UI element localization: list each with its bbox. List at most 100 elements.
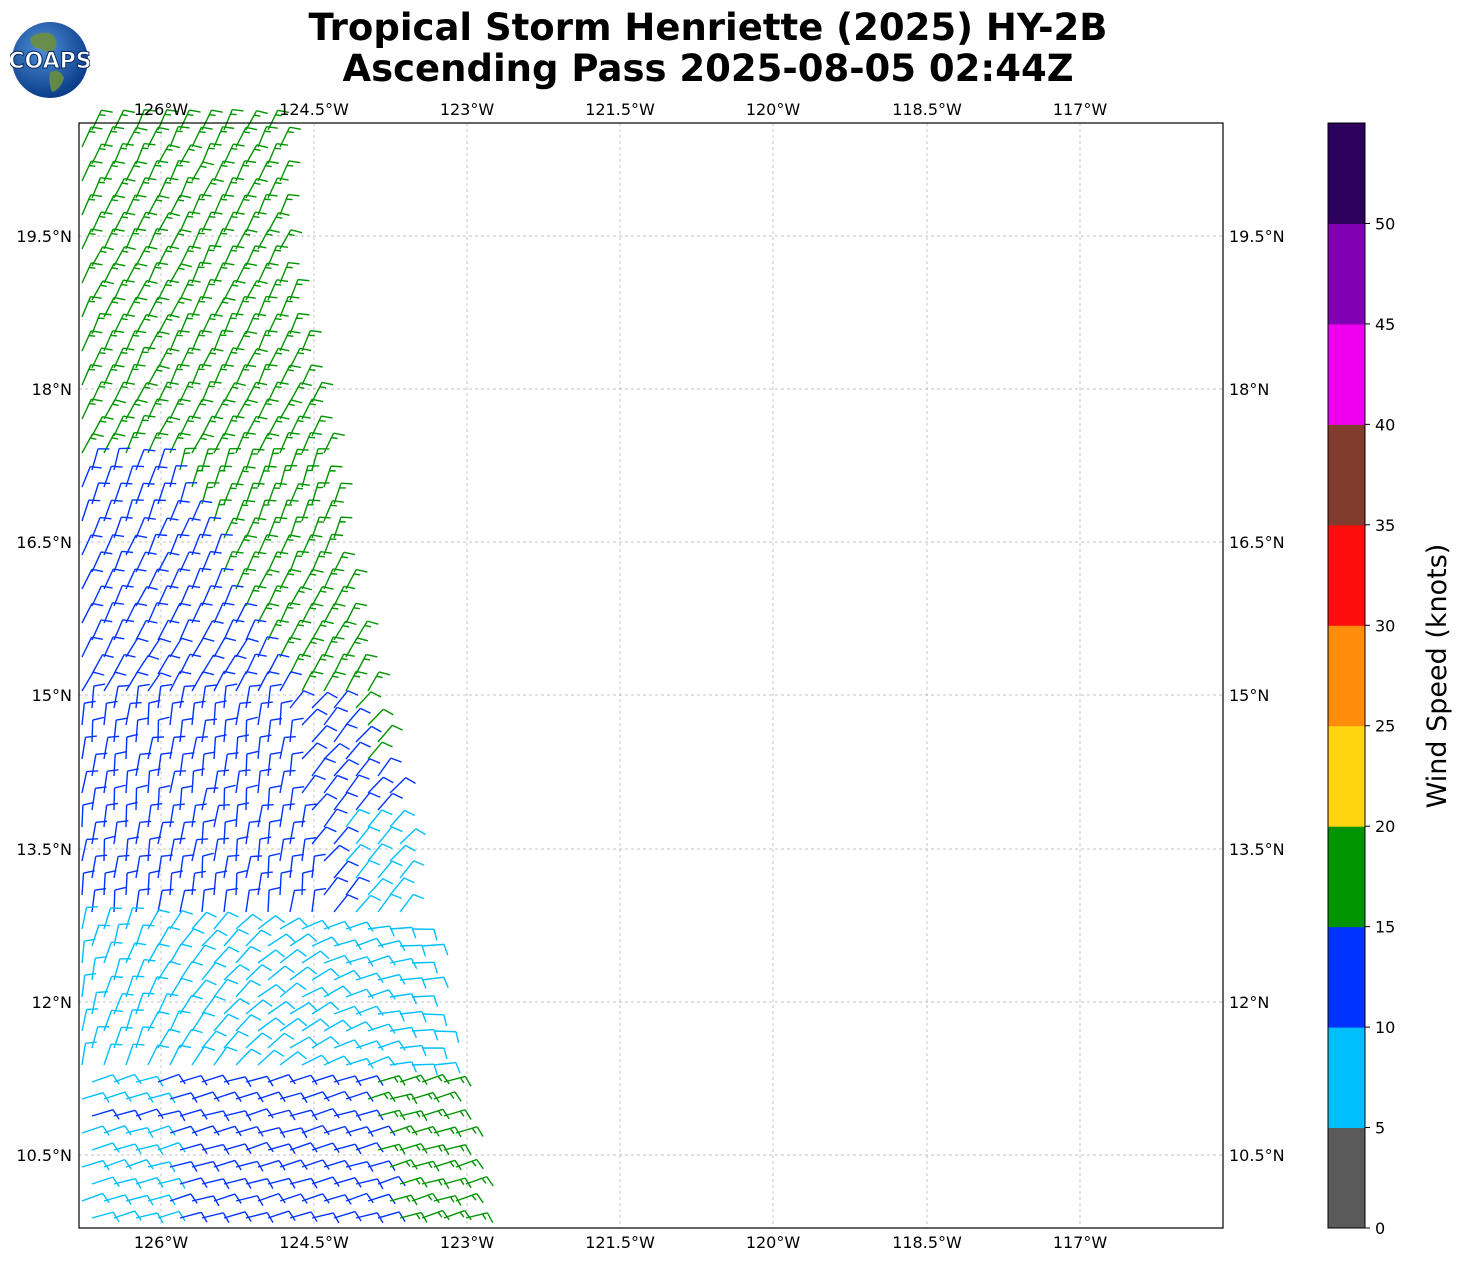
wind-barb — [201, 995, 216, 1015]
wind-barb — [411, 1192, 433, 1202]
wind-barb — [443, 1143, 466, 1151]
wind-barb — [267, 654, 279, 675]
wind-barb — [157, 1028, 170, 1049]
wind-barb — [333, 1177, 356, 1185]
wind-barb — [113, 1073, 135, 1083]
wind-barb — [91, 924, 100, 947]
wind-barb — [125, 975, 134, 998]
wind-barb — [191, 944, 206, 964]
wind-barb — [169, 568, 180, 590]
wind-barb — [81, 499, 90, 522]
wind-barb — [81, 330, 92, 352]
wind-barb — [223, 619, 234, 641]
wind-barb — [235, 805, 239, 828]
colorbar-segment — [1328, 1027, 1365, 1129]
wind-barb — [213, 737, 217, 760]
wind-barb — [125, 297, 137, 318]
wind-barb — [169, 1010, 180, 1032]
wind-barb — [245, 178, 258, 199]
wind-barb — [103, 942, 112, 964]
wind-barb — [191, 805, 197, 828]
colorbar-tick: 30 — [1375, 616, 1395, 635]
wind-barb — [213, 1091, 236, 1100]
wind-barb — [169, 195, 181, 216]
wind-barb — [311, 1035, 332, 1049]
wind-barb — [389, 877, 405, 896]
wind-barb — [367, 741, 383, 760]
wind-barb — [169, 805, 175, 828]
wind-barb — [421, 976, 444, 981]
wind-barb — [213, 465, 222, 488]
wind-barb — [103, 872, 106, 896]
wind-barb — [147, 297, 159, 318]
logo-text: COAPS — [10, 49, 90, 74]
wind-barb — [157, 348, 169, 369]
lon-label-top: 118.5°W — [892, 100, 962, 119]
wind-barb — [91, 211, 102, 233]
wind-barb — [157, 686, 162, 709]
wind-barb — [301, 872, 304, 896]
wind-barb — [323, 603, 335, 624]
wind-barb — [245, 245, 256, 267]
wind-barb — [169, 534, 179, 556]
wind-barb — [333, 826, 349, 845]
wind-barb — [191, 399, 203, 420]
wind-barb — [235, 913, 253, 930]
wind-barb — [235, 838, 239, 862]
lat-label-right: 10.5°N — [1229, 1146, 1285, 1165]
wind-barb — [169, 263, 182, 284]
wind-barb — [235, 872, 238, 896]
lon-label-top: 120°W — [746, 100, 801, 119]
wind-barb — [191, 126, 203, 148]
lat-label-right: 13.5°N — [1229, 840, 1285, 859]
wind-barb — [223, 280, 235, 301]
wind-barb — [355, 1142, 378, 1151]
wind-barb — [323, 465, 332, 488]
wind-barb — [147, 195, 159, 216]
wind-barb — [333, 586, 345, 607]
wind-barb — [91, 517, 101, 539]
wind-barb — [191, 873, 196, 896]
wind-barb — [333, 1005, 355, 1015]
wind-barb — [389, 1093, 412, 1100]
wind-barb — [157, 1177, 180, 1185]
wind-barb — [125, 432, 135, 454]
wind-barb — [355, 725, 372, 743]
wind-barb — [179, 415, 191, 437]
wind-barb — [191, 911, 207, 930]
wind-barb — [333, 969, 355, 981]
wind-barb — [191, 637, 204, 658]
wind-barb — [113, 753, 116, 777]
wind-barb — [333, 791, 348, 811]
wind-barb — [333, 723, 348, 743]
wind-barb — [377, 1143, 400, 1151]
wind-barb — [113, 720, 117, 743]
colorbar-segment — [1328, 524, 1365, 626]
wind-barb — [323, 985, 344, 998]
wind-barb — [367, 925, 390, 930]
wind-barb — [323, 775, 338, 794]
lon-label-bottom: 126°W — [134, 1233, 189, 1252]
wind-barb — [267, 551, 278, 573]
wind-barb — [279, 194, 289, 216]
wind-barb — [289, 788, 294, 811]
wind-barb — [279, 399, 292, 420]
wind-barb — [433, 1126, 456, 1134]
wind-barb — [113, 686, 119, 709]
wind-barb — [125, 364, 135, 386]
wind-barb — [311, 1107, 333, 1117]
wind-barb — [323, 1159, 346, 1168]
wind-barb — [91, 313, 101, 335]
wind-barb — [113, 619, 124, 641]
wind-barb — [377, 1175, 399, 1185]
wind-barb — [355, 1109, 378, 1117]
wind-barb — [399, 1074, 422, 1083]
wind-barb — [157, 109, 168, 131]
wind-barb — [257, 671, 269, 692]
wind-barb — [333, 894, 349, 913]
wind-barb — [191, 771, 195, 794]
wind-barb — [377, 973, 400, 981]
wind-barb — [257, 805, 264, 828]
wind-barb — [91, 654, 104, 675]
wind-barb — [147, 568, 159, 590]
